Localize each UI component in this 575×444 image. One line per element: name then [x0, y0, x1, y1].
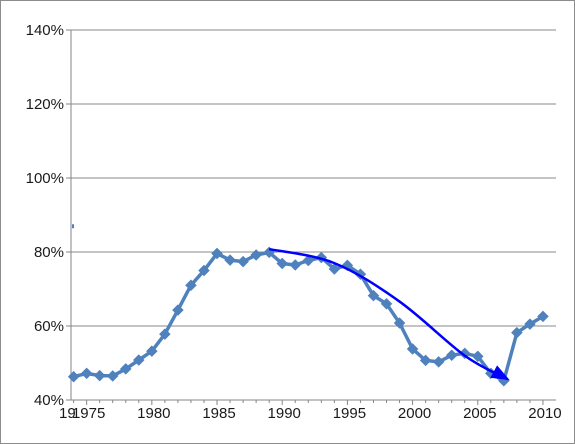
y-tick-label: 100%: [26, 170, 64, 187]
gridlines: [71, 29, 556, 327]
trend-arrow-head: [490, 365, 510, 381]
x-tick-label: 1995: [333, 405, 366, 422]
data-point-2002: [432, 356, 445, 368]
data-point-1999: [393, 317, 406, 329]
y-tick-label: 140%: [26, 22, 64, 39]
data-point-1988: [250, 249, 262, 261]
data-point-2001: [419, 354, 432, 367]
x-tick-label: 1980: [137, 405, 170, 422]
data-point-1997: [367, 289, 380, 302]
trend-arrow: [268, 247, 510, 381]
data-point-1974: [67, 370, 80, 383]
axes: [66, 29, 556, 405]
data-point-2009: [524, 318, 536, 331]
data-point-2000: [406, 343, 419, 355]
data-point-1977: [106, 370, 119, 382]
trend-arrow-shaft: [268, 247, 509, 381]
stray-marker: [72, 224, 74, 229]
data-point-1984: [198, 264, 210, 277]
data-point-2005: [471, 350, 484, 363]
data-point-1981: [159, 328, 171, 340]
x-tick-label: 1975: [72, 405, 105, 422]
data-point-1980: [145, 345, 158, 358]
x-tick-label-overflow: 19: [59, 405, 76, 422]
data-markers: [67, 246, 549, 387]
x-tick-label: 1990: [268, 405, 301, 422]
x-tick-label: 1985: [202, 405, 235, 422]
x-tick-label: 2005: [463, 405, 496, 422]
x-tick-label: 2000: [398, 405, 431, 422]
data-point-1985: [211, 247, 223, 260]
data-point-1979: [132, 354, 145, 366]
data-point-1983: [185, 279, 197, 292]
x-axis-tick-labels: 1975 1980 1985 1990 1995 2000 2005 2010 19: [59, 405, 562, 422]
y-axis-tick-labels: 40% 60% 80% 100% 120% 140%: [26, 22, 64, 409]
data-point-1986: [224, 254, 236, 266]
data-point-1990: [276, 257, 289, 270]
x-tick-label: 2010: [528, 405, 561, 422]
y-tick-label: 120%: [26, 96, 64, 113]
data-series: [71, 224, 545, 383]
data-point-1976: [93, 369, 106, 382]
y-tick-label: 40%: [34, 392, 64, 409]
data-point-1978: [119, 363, 132, 375]
y-tick-label: 80%: [34, 244, 64, 261]
data-point-1992: [302, 254, 315, 267]
data-point-1998: [380, 297, 393, 310]
data-point-1982: [172, 304, 184, 316]
data-point-2010: [537, 310, 549, 323]
data-point-1993: [315, 251, 328, 264]
y-tick-label: 60%: [34, 318, 64, 335]
data-point-1991: [289, 259, 302, 271]
data-point-2003: [445, 349, 458, 362]
data-point-1994: [328, 263, 341, 275]
data-point-1975: [80, 367, 93, 380]
data-point-1987: [237, 255, 249, 268]
data-point-2008: [511, 326, 523, 339]
